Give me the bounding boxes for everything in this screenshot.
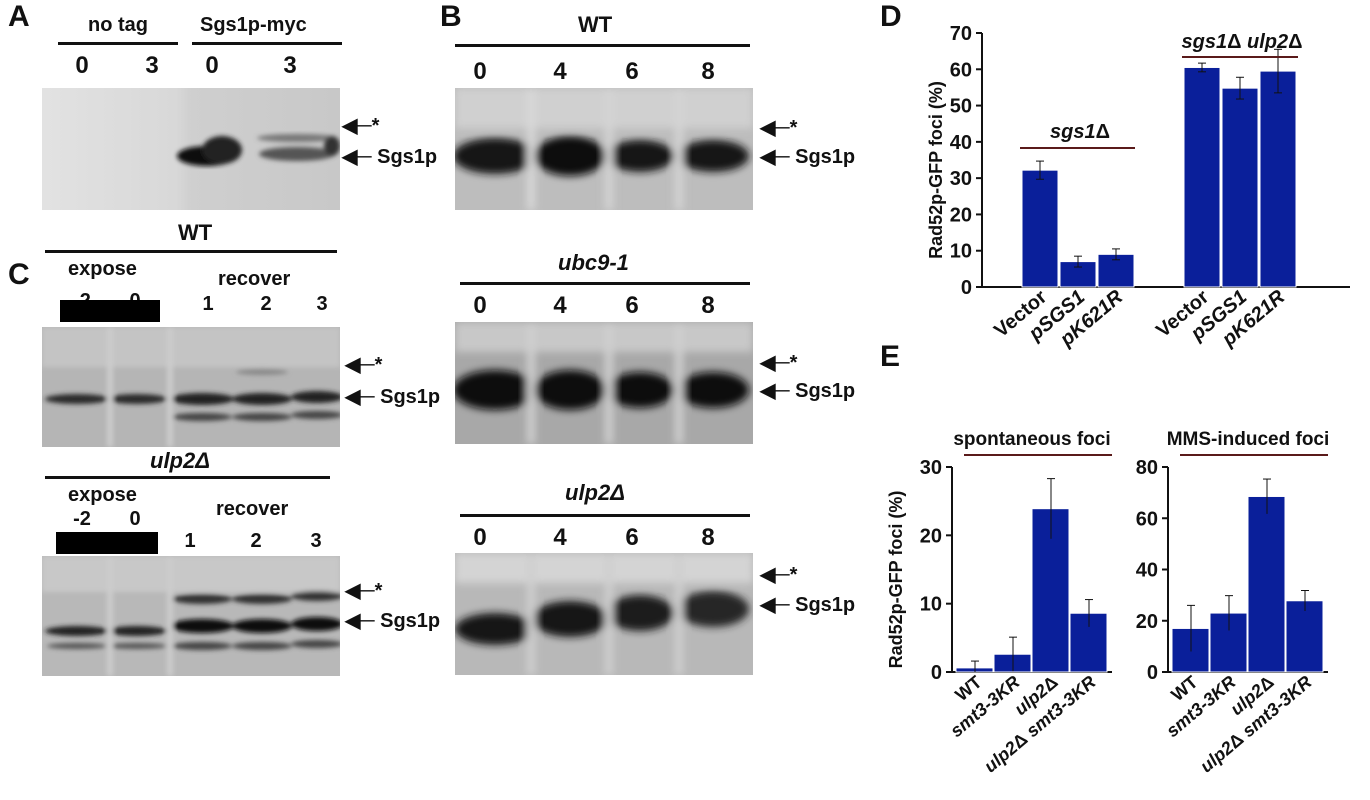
y-tick-label: 30 (950, 168, 972, 190)
panel-label-c: C (8, 258, 30, 291)
lane-label: 0 (129, 508, 141, 530)
strain-label-ulp2-b: ulp2Δ (565, 480, 625, 505)
western-blot-a (42, 88, 340, 210)
lane-label: 3 (310, 530, 322, 552)
y-tick-label: 30 (920, 457, 942, 479)
strain-label-ulp2-c: ulp2Δ (150, 448, 210, 473)
lane-label: 8 (701, 292, 715, 319)
chart-title: MMS-induced foci (1167, 429, 1330, 450)
strain-line (455, 44, 750, 47)
lane-label: 0 (473, 524, 487, 551)
y-tick-label: 40 (1136, 560, 1158, 582)
lane-label: 0 (75, 52, 89, 79)
western-blot-b-ulp2 (455, 553, 753, 675)
panel-label-a: A (8, 0, 30, 33)
bar (1183, 66, 1221, 288)
lane-label: 0 (473, 292, 487, 319)
strain-label-ubc9-1: ubc9-1 (558, 250, 629, 275)
western-blot-b-ubc9 (455, 322, 753, 444)
y-tick-label: 60 (950, 59, 972, 81)
expose-label: expose (68, 258, 137, 280)
bar (1021, 169, 1059, 288)
y-tick-label: 10 (950, 241, 972, 263)
panel-label-b: B (440, 0, 462, 33)
bar (1285, 600, 1324, 673)
strain-label-wt-c: WT (178, 220, 213, 245)
arrow-sgs1p-b-ubc9: ◀─ Sgs1p (760, 380, 856, 402)
bar (1221, 87, 1259, 288)
arrow-star-a: ◀─* (342, 115, 380, 137)
expose-label: expose (68, 484, 137, 506)
y-tick-label: 20 (1136, 611, 1158, 633)
lane-label: 1 (184, 530, 196, 552)
lane-label: 6 (625, 292, 639, 319)
group-line-sgs1p-myc (192, 42, 342, 45)
y-tick-label: 10 (920, 594, 942, 616)
y-axis-label: Rad52p-GFP foci (%) (926, 81, 946, 259)
lane-label: 2 (260, 293, 272, 315)
y-tick-label: 0 (1147, 662, 1158, 684)
lane-label: 4 (553, 524, 567, 551)
arrow-star-b-ulp2: ◀─* (760, 564, 798, 586)
lane-label: 4 (553, 58, 567, 85)
panel-label-e: E (880, 340, 901, 373)
y-tick-label: 0 (931, 662, 942, 684)
bar (1259, 70, 1297, 288)
y-tick-label: 20 (950, 204, 972, 226)
expose-bar (60, 300, 160, 322)
arrow-star-b-wt: ◀─* (760, 117, 798, 139)
header-sgs1p-myc: Sgs1p-myc (200, 14, 307, 36)
arrow-sgs1p-b-wt: ◀─ Sgs1p (760, 146, 856, 168)
arrow-sgs1p-c-ulp2: ◀─ Sgs1p (345, 610, 441, 632)
group-line-no-tag (58, 42, 178, 45)
arrow-star-c-wt: ◀─* (345, 354, 383, 376)
lane-label: 8 (701, 58, 715, 85)
group-label: sgs1Δ (1050, 121, 1110, 143)
arrow-star-b-ubc9: ◀─* (760, 352, 798, 374)
lane-label: 2 (250, 530, 262, 552)
arrow-sgs1p-b-ulp2: ◀─ Sgs1p (760, 594, 856, 616)
lane-label: 6 (625, 524, 639, 551)
western-blot-b-wt (455, 88, 753, 210)
arrow-star-c-ulp2: ◀─* (345, 580, 383, 602)
group-label: sgs1Δ ulp2Δ (1181, 31, 1302, 53)
strain-line (45, 250, 337, 253)
arrow-sgs1p-c-wt: ◀─ Sgs1p (345, 386, 441, 408)
lane-label: 6 (625, 58, 639, 85)
arrow-sgs1p-a: ◀─ Sgs1p (342, 146, 438, 168)
y-tick-label: 50 (950, 96, 972, 118)
y-tick-label: 40 (950, 132, 972, 154)
lane-label: 0 (205, 52, 219, 79)
y-axis-label: Rad52p-GFP foci (%) (886, 491, 906, 669)
bar (1247, 495, 1286, 673)
y-tick-label: 60 (1136, 508, 1158, 530)
strain-line (460, 514, 750, 517)
lane-label: 1 (202, 293, 214, 315)
panel-label-d: D (880, 0, 902, 33)
recover-label: recover (218, 268, 291, 290)
lane-label: 8 (701, 524, 715, 551)
chart-title: spontaneous foci (953, 429, 1110, 450)
strain-label-wt-b: WT (578, 12, 613, 37)
y-tick-label: 20 (920, 525, 942, 547)
lane-label: 3 (316, 293, 328, 315)
lane-label: 3 (283, 52, 297, 79)
y-tick-label: 0 (961, 277, 972, 299)
expose-bar (56, 532, 158, 554)
lane-label: 4 (553, 292, 567, 319)
y-tick-label: 70 (950, 23, 972, 45)
strain-line (45, 476, 330, 479)
y-tick-label: 80 (1136, 457, 1158, 479)
western-blot-c-ulp2 (42, 556, 340, 676)
lane-label: 3 (145, 52, 159, 79)
lane-label: -2 (73, 508, 91, 530)
strain-line (460, 282, 750, 285)
recover-label: recover (216, 498, 289, 520)
lane-label: 0 (473, 58, 487, 85)
header-no-tag: no tag (88, 14, 148, 36)
western-blot-c-wt (42, 327, 340, 447)
